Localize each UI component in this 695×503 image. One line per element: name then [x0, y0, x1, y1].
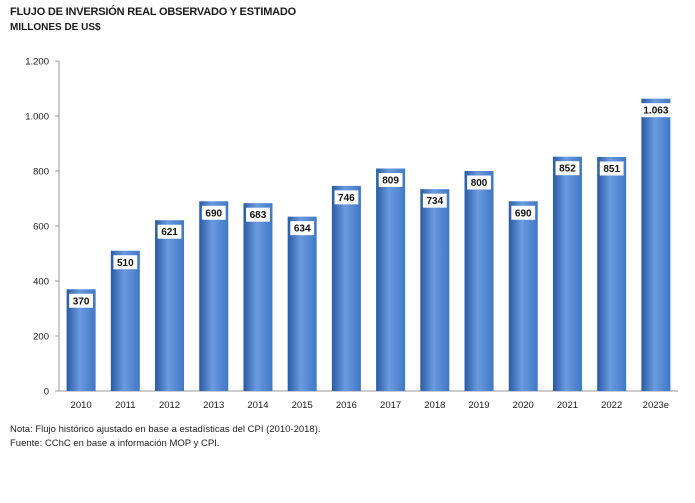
value-label: 851: [603, 164, 620, 175]
bar: [552, 156, 582, 391]
value-label: 852: [559, 164, 576, 175]
x-tick-label: 2012: [159, 400, 180, 411]
value-label-box: [290, 221, 315, 236]
value-label-box: [201, 205, 226, 220]
bar: [376, 168, 406, 391]
bar: [597, 156, 627, 391]
bar: [331, 185, 361, 391]
x-tick-label: 2016: [336, 400, 357, 411]
value-label: 809: [382, 176, 399, 187]
bar: [110, 250, 140, 391]
value-label-box: [69, 293, 94, 308]
x-tick-label: 2015: [292, 400, 313, 411]
value-label-box: [422, 193, 447, 208]
bar: [641, 98, 671, 392]
y-tick-label: 1.000: [25, 112, 49, 123]
value-label-box: [511, 205, 536, 220]
x-tick-label: 2023e: [643, 400, 669, 411]
value-label: 370: [73, 296, 90, 307]
value-label: 634: [294, 224, 311, 235]
y-tick-label: 1.200: [25, 57, 49, 68]
value-label: 690: [205, 208, 222, 219]
bar: [155, 220, 185, 391]
value-label: 621: [161, 227, 178, 238]
x-tick-label: 2010: [71, 400, 92, 411]
bar: [243, 203, 273, 391]
value-label-box: [113, 255, 138, 270]
bar-chart: 0 200 400 600 800 1.000 1.200 2010 2011 2012 2013 2…: [25, 57, 678, 411]
x-tick-label: 2018: [424, 400, 445, 411]
value-label: 1.063: [643, 106, 668, 117]
bar: [420, 189, 450, 391]
value-label: 510: [117, 258, 134, 269]
bar: [464, 171, 494, 391]
x-tick-label: 2020: [513, 400, 534, 411]
bar: [508, 201, 538, 391]
value-label-box: [467, 175, 491, 190]
value-label-box: [378, 173, 403, 188]
x-tick-label: 2021: [557, 400, 578, 411]
y-tick-label: 200: [33, 332, 49, 343]
x-tick-label: 2014: [247, 400, 268, 411]
x-tick-label: 2019: [468, 400, 489, 411]
value-label: 800: [471, 178, 488, 189]
chart-subtitle: MILLONES DE US$: [10, 22, 101, 33]
bars: [66, 98, 671, 392]
value-label: 746: [338, 193, 355, 204]
value-label: 683: [250, 210, 267, 221]
x-tick-label: 2011: [115, 400, 135, 411]
value-label-box: [334, 190, 359, 205]
y-tick-label: 400: [33, 277, 49, 288]
source-note: Fuente: CChC en base a información MOP y…: [10, 438, 220, 449]
x-tick-label: 2022: [601, 400, 622, 411]
y-tick-label: 800: [33, 167, 49, 178]
value-labels: 370 510 621 690 683 634 746 809 734 800 690 852 851 1…: [69, 103, 675, 308]
bar: [287, 216, 317, 391]
x-tick-label: 2017: [380, 400, 401, 411]
x-tick-label: 2013: [203, 400, 224, 411]
value-label: 734: [426, 196, 443, 207]
value-label-box: [157, 224, 182, 239]
chart-title: FLUJO DE INVERSIÓN REAL OBSERVADO Y ESTI…: [10, 6, 297, 18]
y-tick-label: 600: [33, 222, 49, 233]
value-label-box: [246, 207, 270, 222]
value-label-box: [555, 161, 580, 176]
bar: [199, 201, 229, 391]
value-label: 690: [515, 208, 532, 219]
footnote: Nota: Flujo histórico ajustado en base a…: [10, 424, 321, 435]
value-label-box: [637, 103, 675, 118]
y-tick-label: 0: [44, 387, 49, 398]
value-label-box: [599, 161, 624, 176]
